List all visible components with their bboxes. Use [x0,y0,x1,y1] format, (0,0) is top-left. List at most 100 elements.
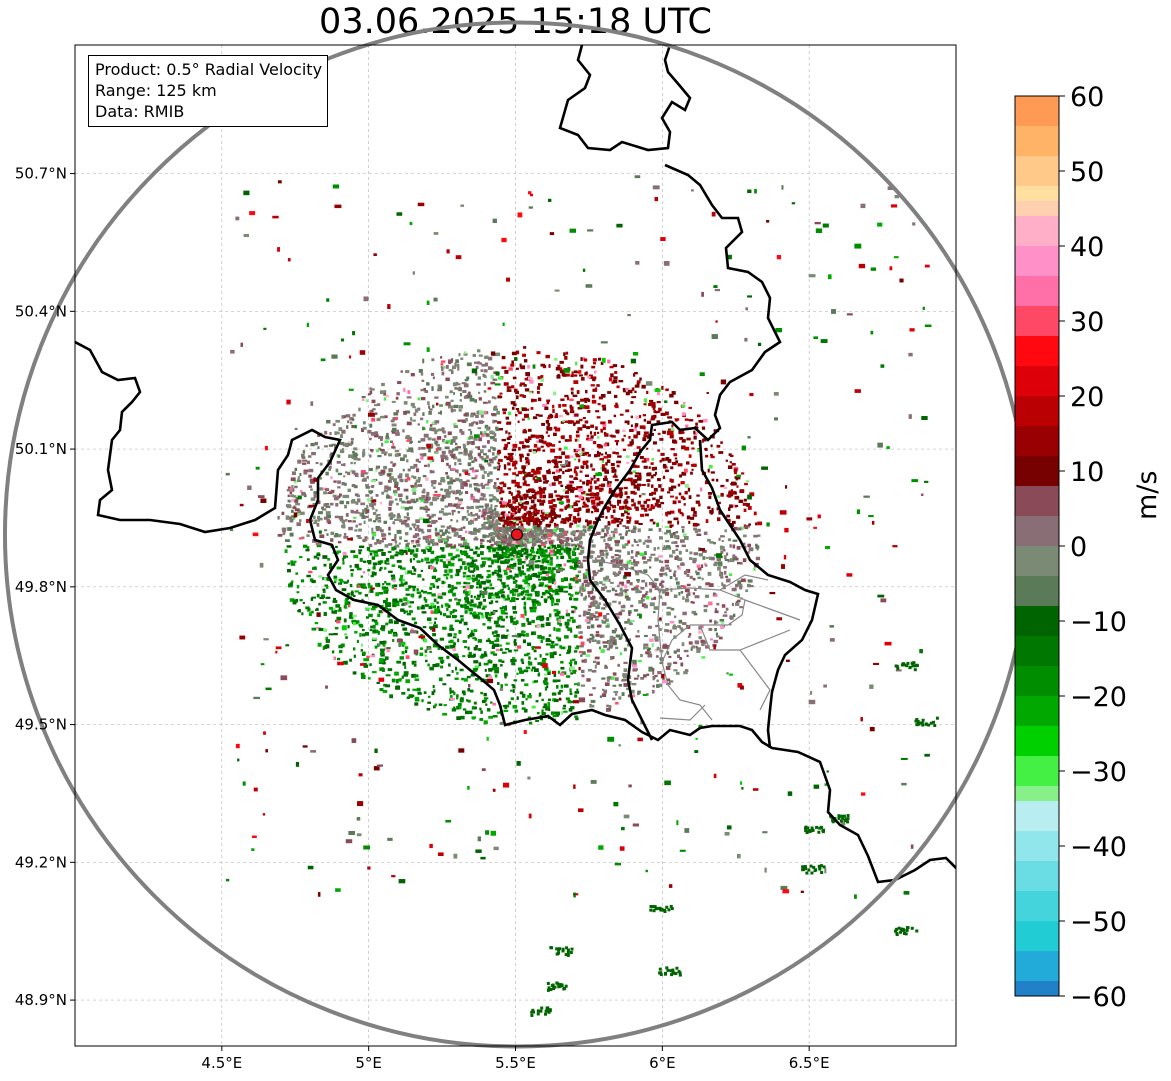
velocity-echo [701,640,707,645]
velocity-echo [505,556,510,559]
velocity-echo [545,707,550,711]
velocity-echo [706,556,709,559]
velocity-echo [693,552,699,556]
velocity-echo [641,598,645,602]
velocity-echo [556,610,561,614]
velocity-echo [554,698,559,703]
velocity-echo [515,550,518,554]
velocity-echo [369,409,372,414]
velocity-echo [474,474,478,479]
velocity-echo [417,606,420,610]
velocity-echo [443,574,447,577]
velocity-echo [654,587,659,591]
velocity-echo [477,579,481,584]
velocity-echo [364,631,370,636]
velocity-echo [378,481,383,485]
velocity-echo [603,603,607,606]
velocity-echo [592,521,597,525]
velocity-echo [703,608,708,613]
velocity-echo [373,554,379,557]
velocity-echo [443,541,448,545]
velocity-echo [692,557,697,562]
velocity-echo [733,468,738,472]
velocity-echo [548,493,553,496]
velocity-echo [657,477,661,482]
velocity-echo [543,545,547,548]
velocity-echo [693,435,697,440]
velocity-echo [339,500,344,505]
velocity-echo [504,535,508,539]
velocity-echo [701,639,704,643]
velocity-echo [731,520,736,524]
velocity-echo [504,455,508,459]
velocity-echo [518,516,521,520]
velocity-echo [541,435,544,439]
velocity-echo [327,521,331,525]
velocity-echo [591,603,596,607]
velocity-echo [618,533,622,536]
velocity-echo [533,508,538,512]
velocity-echo [378,435,381,440]
velocity-echo [487,440,490,444]
velocity-echo [362,421,366,425]
velocity-echo [435,450,439,453]
velocity-echo [342,551,347,556]
velocity-echo [527,694,532,699]
velocity-echo [570,630,573,633]
velocity-echo [383,658,387,661]
velocity-echo [669,575,673,580]
velocity-echo [395,679,399,684]
velocity-echo [517,549,522,553]
velocity-echo [457,458,462,462]
velocity-echo [376,403,381,406]
velocity-echo [502,582,505,587]
velocity-echo [427,701,432,704]
velocity-echo [567,487,571,491]
velocity-echo [554,477,559,482]
velocity-echo [608,644,614,648]
velocity-echo [535,517,539,520]
velocity-echo [498,547,504,551]
velocity-echo [377,549,380,552]
velocity-echo [504,571,508,576]
velocity-echo [594,508,599,513]
velocity-echo [433,437,439,442]
velocity-echo [341,588,347,592]
velocity-echo [682,401,686,405]
velocity-echo [524,611,527,616]
velocity-echo [588,533,593,536]
velocity-echo [331,650,335,654]
velocity-echo [538,615,544,619]
velocity-echo [441,592,447,596]
velocity-echo [584,583,590,587]
velocity-echo [538,584,544,587]
velocity-echo [507,553,511,558]
velocity-echo [315,461,319,465]
velocity-echo [406,476,411,481]
velocity-echo [537,527,542,530]
velocity-echo [509,615,513,619]
velocity-echo [681,528,685,533]
velocity-echo [509,552,513,557]
velocity-echo [338,607,342,611]
velocity-echo [669,434,674,439]
velocity-echo [606,623,610,626]
velocity-echo [376,516,382,520]
velocity-echo [369,423,373,428]
velocity-echo [378,447,382,451]
velocity-echo [596,435,600,439]
velocity-echo [281,527,287,531]
velocity-echo [553,627,556,631]
velocity-echo [551,642,554,647]
velocity-echo [712,593,718,597]
velocity-echo [351,424,355,429]
velocity-echo [405,593,410,596]
velocity-echo [673,650,677,654]
velocity-echo [412,587,416,592]
velocity-echo [612,533,616,538]
velocity-echo [613,394,618,398]
velocity-echo [424,390,429,393]
velocity-echo [555,598,561,603]
velocity-echo [379,688,384,692]
velocity-echo [549,652,554,656]
